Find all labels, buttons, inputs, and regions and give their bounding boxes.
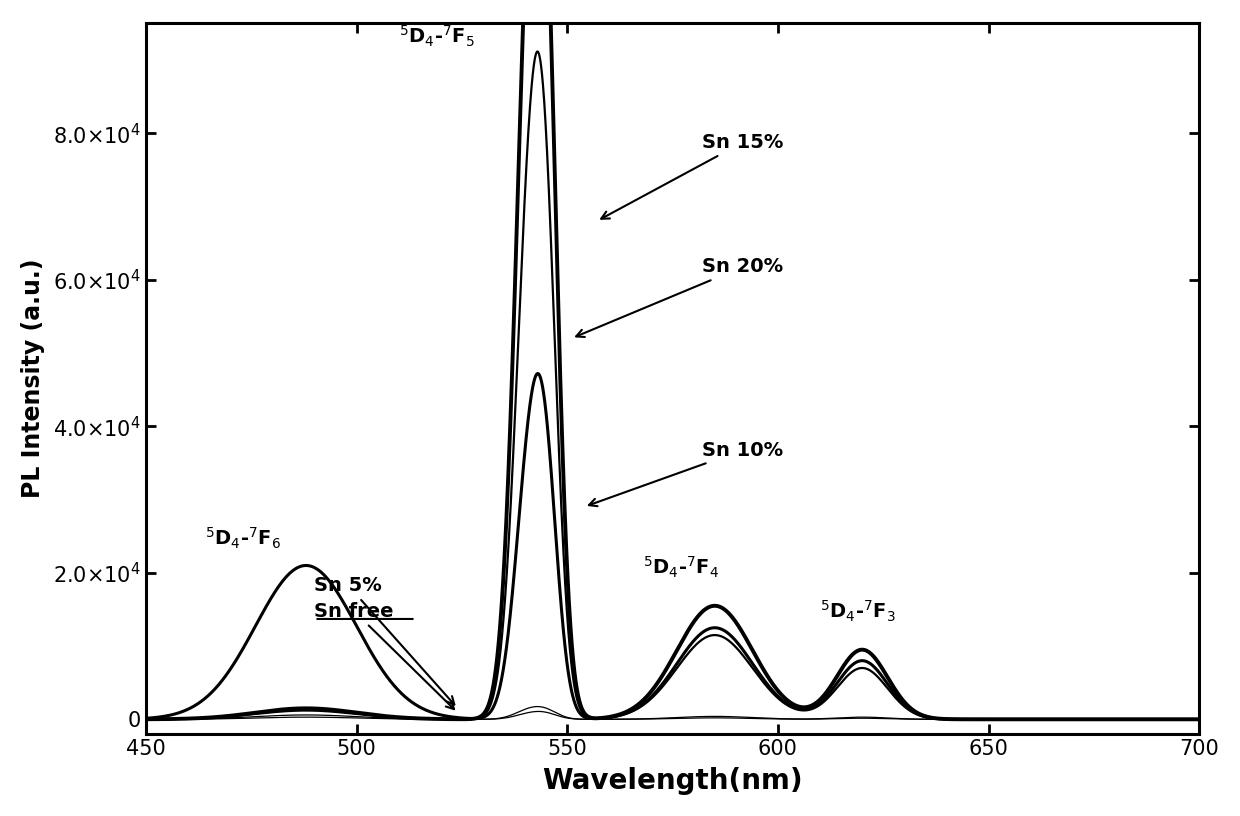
Text: $^5$D$_4$-$^7$F$_5$: $^5$D$_4$-$^7$F$_5$ (399, 24, 474, 49)
Text: $^5$D$_4$-$^7$F$_6$: $^5$D$_4$-$^7$F$_6$ (205, 526, 280, 551)
Text: Sn free: Sn free (315, 601, 454, 709)
Text: Sn 10%: Sn 10% (589, 441, 784, 506)
Text: Sn 15%: Sn 15% (601, 133, 784, 219)
X-axis label: Wavelength(nm): Wavelength(nm) (542, 767, 804, 795)
Y-axis label: PL Intensity (a.u.): PL Intensity (a.u.) (21, 259, 45, 499)
Text: $^5$D$_4$-$^7$F$_4$: $^5$D$_4$-$^7$F$_4$ (644, 555, 719, 580)
Text: Sn 5%: Sn 5% (315, 576, 454, 704)
Text: Sn 20%: Sn 20% (577, 257, 784, 337)
Text: $^5$D$_4$-$^7$F$_3$: $^5$D$_4$-$^7$F$_3$ (820, 599, 895, 624)
